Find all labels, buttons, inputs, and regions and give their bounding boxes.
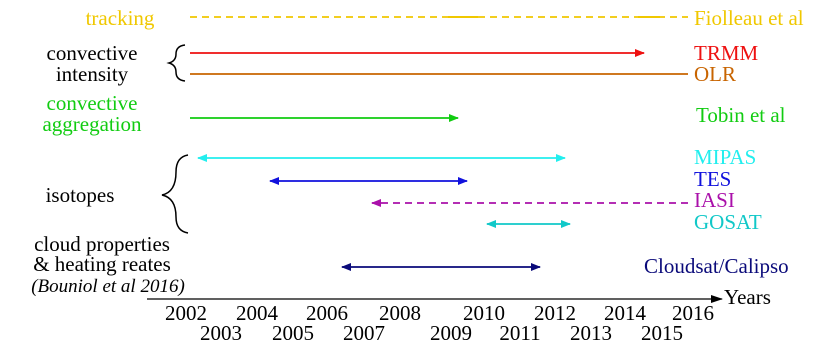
tick-2010: 2010 [463,301,505,325]
label-cloud-1: cloud properties [34,232,170,256]
tick-2014: 2014 [604,301,647,325]
label-cloudsat: Cloudsat/Calipso [644,254,789,278]
label-trmm: TRMM [694,41,759,65]
label-mipas: MIPAS [694,145,756,169]
brace-convective-intensity [166,44,186,82]
label-convective-intensity-2: intensity [56,62,129,86]
tick-2016: 2016 [672,301,714,325]
label-convective-aggregation-1: convective [47,91,138,115]
tick-2006: 2006 [306,301,348,325]
tick-2007: 2007 [343,321,385,345]
label-cloud-3: (Bouniol et al 2016) [31,276,185,297]
label-tracking: tracking [86,6,155,30]
tick-2008: 2008 [379,301,421,325]
tick-2009: 2009 [430,321,472,345]
label-convective-aggregation-2: aggregation [42,112,142,136]
tick-2004: 2004 [236,301,279,325]
tick-2015: 2015 [641,321,683,345]
tick-2002: 2002 [165,301,207,325]
label-iasi: IASI [694,188,735,212]
label-olr: OLR [694,62,736,86]
tick-2011: 2011 [499,321,540,345]
label-fiolleau: Fiolleau et al [694,6,804,30]
tick-2013: 2013 [570,321,612,345]
label-isotopes: isotopes [46,183,115,207]
brace-isotopes [161,154,189,234]
tick-2012: 2012 [534,301,576,325]
label-tobin: Tobin et al [696,103,786,127]
label-convective-intensity-1: convective [47,41,138,65]
tick-2003: 2003 [200,321,242,345]
label-tes: TES [694,167,731,191]
label-gosat: GOSAT [694,210,762,234]
tick-2005: 2005 [272,321,314,345]
label-cloud-2: & heating reates [33,252,171,276]
axis-label-years: Years [724,285,771,309]
